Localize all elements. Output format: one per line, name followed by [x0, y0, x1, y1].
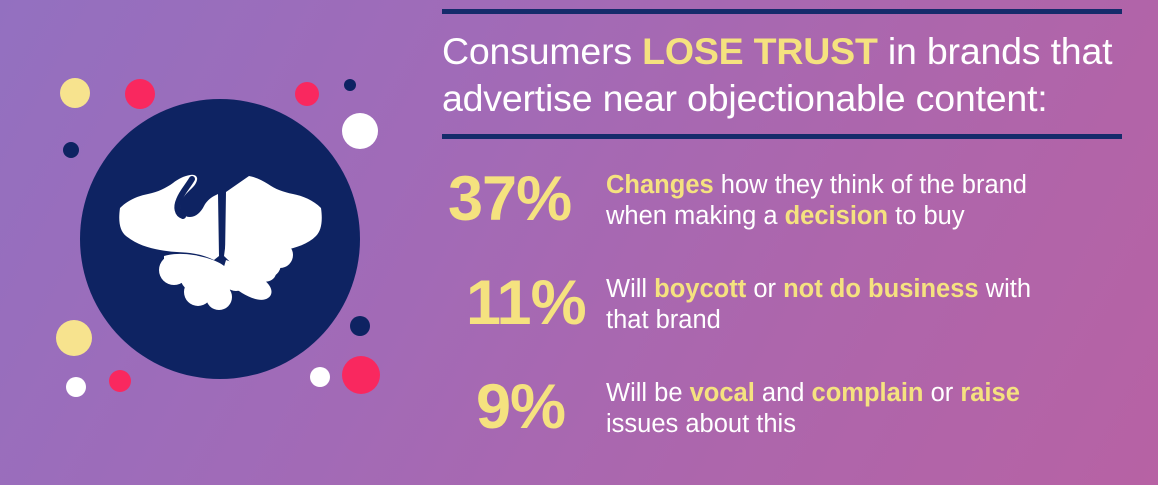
stat-description-line-1-segment-2: and — [754, 379, 812, 407]
stat-description-line-1-segment-4: with — [978, 275, 1032, 303]
stat-description-line-1-segment-1: vocal — [689, 379, 755, 407]
stat-percentage: 11% — [466, 268, 587, 338]
stat-description-line-1: Changes how they think of the brand — [606, 170, 1146, 201]
page-title-line-1: Consumers LOSE TRUST in brands that — [442, 28, 1132, 75]
icon-circle-background — [80, 99, 360, 379]
stat-description: Will boycott or not do business with that… — [606, 274, 1146, 336]
page-title-line-1-segment-0: Consumers — [442, 30, 643, 72]
stat-description-line-1-segment-0: Changes — [606, 171, 714, 199]
stat-description-line-1-segment-0: Will — [606, 275, 655, 303]
stat-percentage: 37% — [448, 164, 572, 234]
stat-description-line-2-segment-0: issues about this — [606, 410, 796, 438]
stat-description-line-2-segment-0: when making a — [606, 202, 785, 230]
handshake-icon — [119, 174, 322, 310]
page-title-line-1-segment-1: LOSE TRUST — [642, 30, 878, 72]
stat-description-line-1: Will be vocal and complain or raise — [606, 378, 1146, 409]
stat-description-line-1-segment-1: how they think of the brand — [713, 171, 1027, 199]
illustration-panel — [0, 0, 434, 485]
page-title: Consumers LOSE TRUST in brands that adver… — [442, 28, 1132, 122]
statistics-list: 37% Changes how they think of the brand wh… — [434, 156, 1158, 468]
dot-white-bottom-left — [66, 377, 86, 397]
stat-row: 9% Will be vocal and complain or raise iss… — [434, 364, 1158, 468]
stat-description-line-1: Will boycott or not do business with — [606, 274, 1146, 305]
dot-white-top-right — [342, 113, 378, 149]
dot-pink-top-left — [125, 79, 155, 109]
stat-description-line-1-segment-0: Will be — [606, 379, 690, 407]
stat-row: 11% Will boycott or not do business with t… — [434, 260, 1158, 364]
stat-description-line-2-segment-1: decision — [784, 202, 889, 230]
stat-description-line-2-segment-2: to buy — [888, 202, 965, 230]
stat-description-line-2: issues about this — [606, 409, 1146, 440]
dot-yellow-bottom-left — [56, 320, 92, 356]
dot-yellow-top-left — [60, 78, 90, 108]
page-title-line-2-segment-0: advertise near objectionable content: — [442, 77, 1048, 119]
stat-description-line-2: that brand — [606, 305, 1146, 336]
stat-description-line-2-segment-0: that brand — [606, 306, 721, 334]
stat-row: 37% Changes how they think of the brand wh… — [434, 156, 1158, 260]
stat-description-line-1-segment-1: boycott — [654, 275, 747, 303]
stat-description: Will be vocal and complain or raise issue… — [606, 378, 1146, 440]
dot-navy-tiny-top — [344, 79, 356, 91]
stat-description: Changes how they think of the brand when … — [606, 170, 1146, 232]
stat-description-line-1-segment-4: or — [923, 379, 961, 407]
dot-white-bottom-right — [310, 367, 330, 387]
divider-bottom — [442, 134, 1122, 139]
content-panel: Consumers LOSE TRUST in brands that adver… — [434, 0, 1158, 485]
dot-navy-small-left — [63, 142, 79, 158]
dot-pink-bottom-left — [109, 370, 131, 392]
dot-navy-bottom-right — [350, 316, 370, 336]
page-title-line-2: advertise near objectionable content: — [442, 75, 1132, 122]
stat-percentage: 9% — [476, 372, 566, 442]
divider-top — [442, 9, 1122, 14]
dot-pink-bottom-right — [342, 356, 380, 394]
stat-description-line-1-segment-3: complain — [811, 379, 924, 407]
stat-description-line-1-segment-3: not do business — [783, 275, 979, 303]
dot-pink-top-right — [295, 82, 319, 106]
stat-description-line-1-segment-2: or — [746, 275, 784, 303]
stat-description-line-1-segment-5: raise — [960, 379, 1020, 407]
page-title-line-1-segment-2: in brands that — [877, 30, 1113, 72]
stat-description-line-2: when making a decision to buy — [606, 201, 1146, 232]
